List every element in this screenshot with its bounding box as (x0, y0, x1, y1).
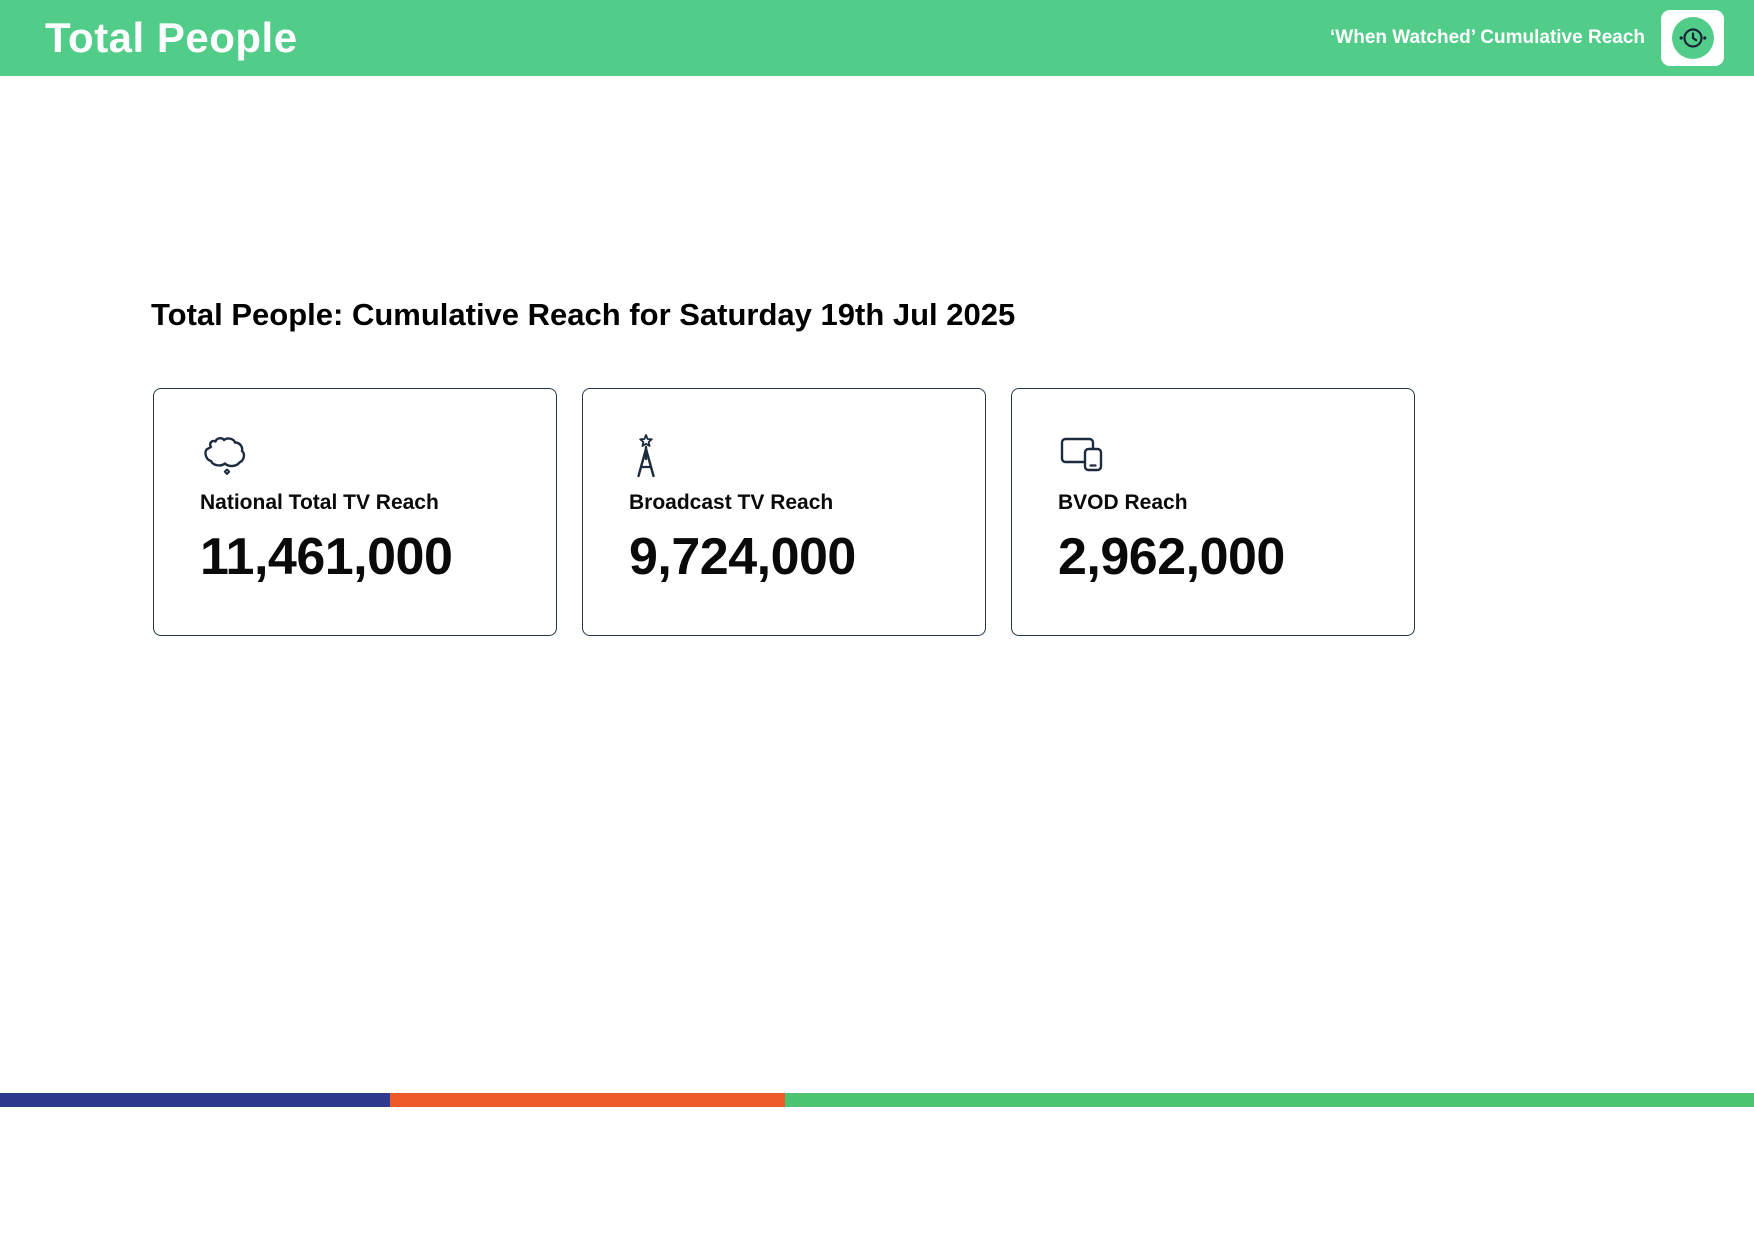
card-label: National Total TV Reach (200, 491, 439, 514)
australia-map-icon (200, 433, 512, 479)
footer-brand-bar (0, 1093, 1754, 1107)
card-national-total-tv-reach: National Total TV Reach 11,461,000 (153, 388, 557, 636)
card-label: Broadcast TV Reach (629, 491, 834, 514)
kpi-cards: National Total TV Reach 11,461,000 Broad… (153, 388, 1415, 636)
header-right: ‘When Watched’ Cumulative Reach (1330, 10, 1724, 66)
footer-segment-blue (0, 1093, 390, 1107)
devices-icon (1058, 433, 1370, 479)
card-value: 11,461,000 (200, 528, 453, 586)
card-broadcast-tv-reach: Broadcast TV Reach 9,724,000 (582, 388, 986, 636)
header-bar: Total People ‘When Watched’ Cumulative R… (0, 0, 1754, 76)
header-tagline: ‘When Watched’ Cumulative Reach (1330, 27, 1645, 48)
broadcast-tower-icon (629, 433, 941, 479)
footer-segment-green (785, 1093, 1754, 1107)
card-value: 9,724,000 (629, 528, 856, 586)
section-title: Total People: Cumulative Reach for Satur… (151, 297, 1016, 332)
page-title: Total People (45, 14, 298, 61)
card-label: BVOD Reach (1058, 491, 1188, 514)
app-logo (1661, 10, 1724, 66)
card-bvod-reach: BVOD Reach 2,962,000 (1011, 388, 1415, 636)
clock-logo-icon (1671, 17, 1714, 59)
footer-segment-orange (390, 1093, 785, 1107)
card-value: 2,962,000 (1058, 528, 1285, 586)
